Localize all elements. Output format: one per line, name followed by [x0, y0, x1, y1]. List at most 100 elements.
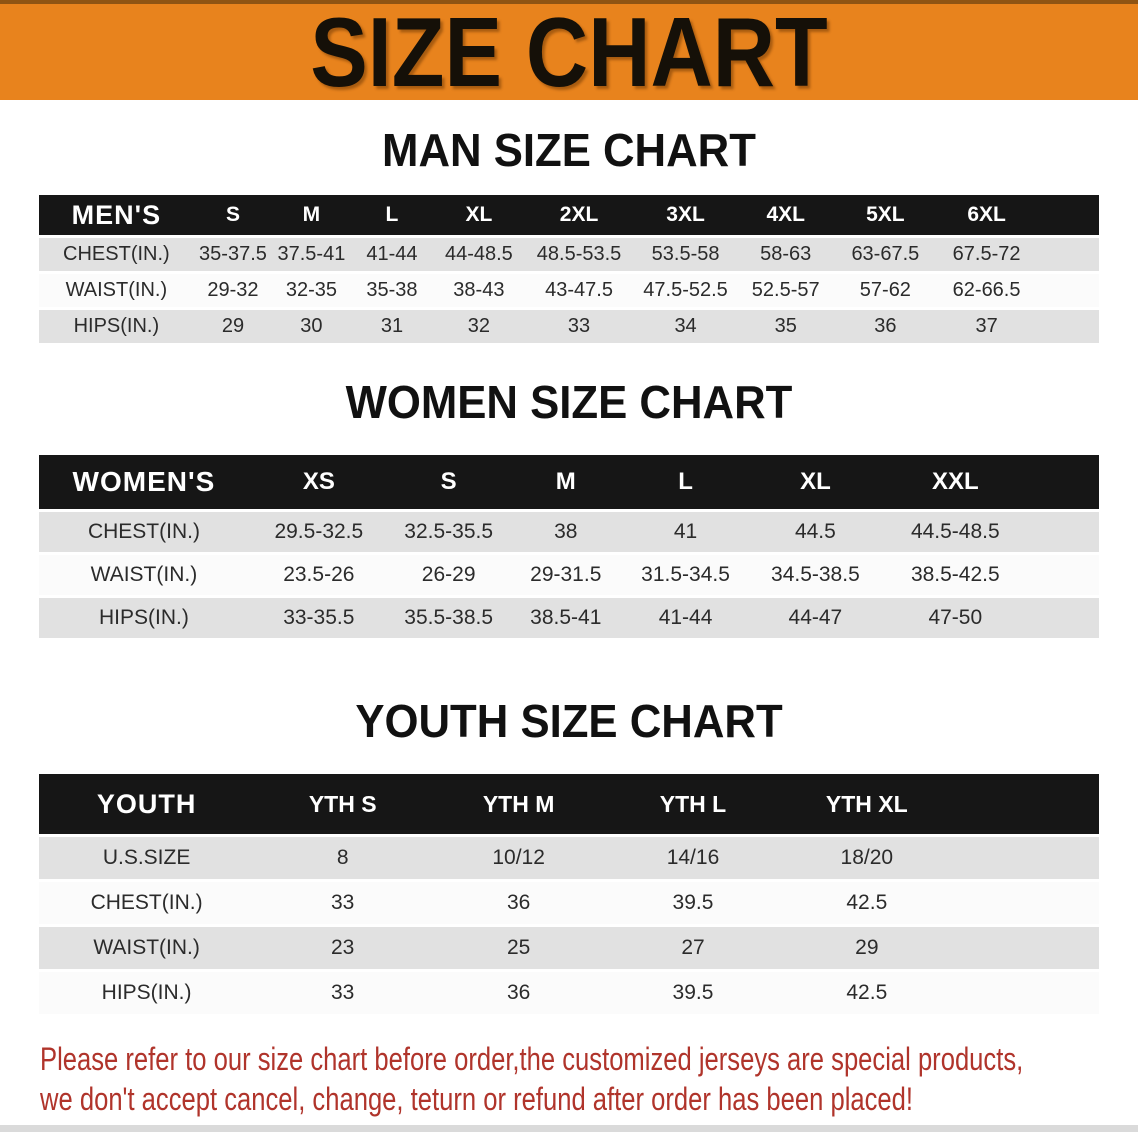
- size-value: 10/12: [431, 837, 607, 879]
- size-value: 38: [508, 512, 624, 552]
- size-value: 29-31.5: [508, 555, 624, 595]
- spacer-cell: [1027, 555, 1099, 595]
- measurement-label: WAIST(IN.): [39, 555, 249, 595]
- youth-group-label: YOUTH: [39, 774, 255, 834]
- men-table-body: CHEST(IN.) 35-37.5 37.5-41 41-44 44-48.5 48.5…: [39, 238, 1099, 343]
- men-table-head: MEN'S S M L XL 2XL 3XL 4XL 5XL 6XL: [39, 195, 1099, 235]
- spacer-cell: [1027, 455, 1099, 509]
- women-table-row: CHEST(IN.) 29.5-32.5 32.5-35.5 38 41 44.5 44.5…: [39, 512, 1099, 552]
- size-value: 44-47: [748, 598, 883, 638]
- size-value: 31.5-34.5: [623, 555, 749, 595]
- size-value: 63-67.5: [833, 238, 937, 271]
- size-value: 57-62: [833, 274, 937, 307]
- size-value: 30: [272, 310, 351, 343]
- size-value: 35-37.5: [193, 238, 273, 271]
- size-value: 27: [606, 927, 780, 969]
- youth-table-row: U.S.SIZE 8 10/12 14/16 18/20: [39, 837, 1099, 879]
- men-size-header: S: [193, 195, 273, 235]
- measurement-label: HIPS(IN.): [39, 310, 194, 343]
- youth-size-table: YOUTH YTH S YTH M YTH L YTH XL U.S.SIZE 8 10/1…: [39, 771, 1099, 1017]
- size-value: 25: [431, 927, 607, 969]
- size-value: 38-43: [433, 274, 525, 307]
- size-value: 38.5-42.5: [882, 555, 1028, 595]
- size-value: 48.5-53.5: [524, 238, 634, 271]
- men-size-header: 4XL: [737, 195, 834, 235]
- women-size-header: XXL: [882, 455, 1028, 509]
- section-title-youth: YOUTH SIZE CHART: [355, 695, 783, 747]
- size-value: 47.5-52.5: [633, 274, 738, 307]
- spacer-cell: [953, 882, 1099, 924]
- youth-size-header: YTH L: [606, 774, 780, 834]
- size-value: 35-38: [350, 274, 434, 307]
- measurement-label: U.S.SIZE: [39, 837, 255, 879]
- size-value: 39.5: [606, 972, 780, 1014]
- women-table-row: HIPS(IN.) 33-35.5 35.5-38.5 38.5-41 41-44 44-…: [39, 598, 1099, 638]
- size-value: 29.5-32.5: [248, 512, 389, 552]
- men-header-row: MEN'S S M L XL 2XL 3XL 4XL 5XL 6XL: [39, 195, 1099, 235]
- men-size-header: XL: [433, 195, 525, 235]
- men-size-header: M: [272, 195, 351, 235]
- measurement-label: WAIST(IN.): [39, 927, 255, 969]
- women-table-body: CHEST(IN.) 29.5-32.5 32.5-35.5 38 41 44.5 44.5…: [39, 512, 1099, 638]
- spacer-cell: [1036, 310, 1099, 343]
- measurement-label: HIPS(IN.): [39, 972, 255, 1014]
- size-value: 39.5: [606, 882, 780, 924]
- women-size-header: S: [388, 455, 509, 509]
- size-value: 41-44: [350, 238, 434, 271]
- size-value: 31: [350, 310, 434, 343]
- men-size-header: L: [350, 195, 434, 235]
- size-value: 23.5-26: [248, 555, 389, 595]
- men-size-header: 5XL: [833, 195, 937, 235]
- section-title-men: MAN SIZE CHART: [382, 124, 756, 176]
- spacer-cell: [953, 837, 1099, 879]
- size-value: 32: [433, 310, 525, 343]
- size-value: 62-66.5: [936, 274, 1037, 307]
- size-value: 34: [633, 310, 738, 343]
- youth-table-head: YOUTH YTH S YTH M YTH L YTH XL: [39, 774, 1099, 834]
- size-value: 33: [524, 310, 634, 343]
- youth-table-row: HIPS(IN.) 33 36 39.5 42.5: [39, 972, 1099, 1014]
- size-value: 23: [254, 927, 432, 969]
- women-size-header: XL: [748, 455, 883, 509]
- youth-table-row: CHEST(IN.) 33 36 39.5 42.5: [39, 882, 1099, 924]
- men-size-header: 2XL: [524, 195, 634, 235]
- women-size-header: M: [508, 455, 624, 509]
- section-title-women: WOMEN SIZE CHART: [345, 376, 793, 428]
- size-value: 36: [833, 310, 937, 343]
- spacer-cell: [1036, 195, 1099, 235]
- youth-header-row: YOUTH YTH S YTH M YTH L YTH XL: [39, 774, 1099, 834]
- men-size-header: 6XL: [936, 195, 1037, 235]
- disclaimer-text: Please refer to our size chart before or…: [40, 1039, 1138, 1119]
- youth-size-header: YTH S: [254, 774, 432, 834]
- women-size-header: XS: [248, 455, 389, 509]
- spacer-cell: [1027, 598, 1099, 638]
- size-value: 37.5-41: [272, 238, 351, 271]
- spacer-cell: [953, 972, 1099, 1014]
- spacer-cell: [1036, 274, 1099, 307]
- size-value: 41-44: [623, 598, 749, 638]
- spacer-cell: [953, 927, 1099, 969]
- women-size-header: L: [623, 455, 749, 509]
- disclaimer-line-2: we don't accept cancel, change, teturn o…: [40, 1081, 913, 1117]
- size-value: 35.5-38.5: [388, 598, 509, 638]
- men-size-table: MEN'S S M L XL 2XL 3XL 4XL 5XL 6XL CHEST(IN.) 35-3…: [39, 192, 1099, 346]
- men-group-label: MEN'S: [39, 195, 194, 235]
- men-size-header: 3XL: [633, 195, 738, 235]
- size-value: 36: [431, 882, 607, 924]
- size-value: 29: [193, 310, 273, 343]
- bottom-border-strip: [0, 1125, 1138, 1132]
- spacer-cell: [953, 774, 1099, 834]
- top-banner: SIZE CHART: [0, 0, 1138, 101]
- measurement-label: WAIST(IN.): [39, 274, 194, 307]
- size-value: 67.5-72: [936, 238, 1037, 271]
- disclaimer-line-1: Please refer to our size chart before or…: [40, 1041, 1024, 1077]
- size-value: 33: [254, 972, 432, 1014]
- size-value: 33-35.5: [248, 598, 389, 638]
- women-size-table: WOMEN'S XS S M L XL XXL CHEST(IN.) 29.5-32.5 32.…: [39, 452, 1099, 641]
- size-value: 8: [254, 837, 432, 879]
- men-table-row: HIPS(IN.) 29 30 31 32 33 34 35 36 37: [39, 310, 1099, 343]
- men-table-row: CHEST(IN.) 35-37.5 37.5-41 41-44 44-48.5 48.5…: [39, 238, 1099, 271]
- youth-table-body: U.S.SIZE 8 10/12 14/16 18/20 CHEST(IN.) 33 36 39…: [39, 837, 1099, 1014]
- size-value: 42.5: [779, 972, 954, 1014]
